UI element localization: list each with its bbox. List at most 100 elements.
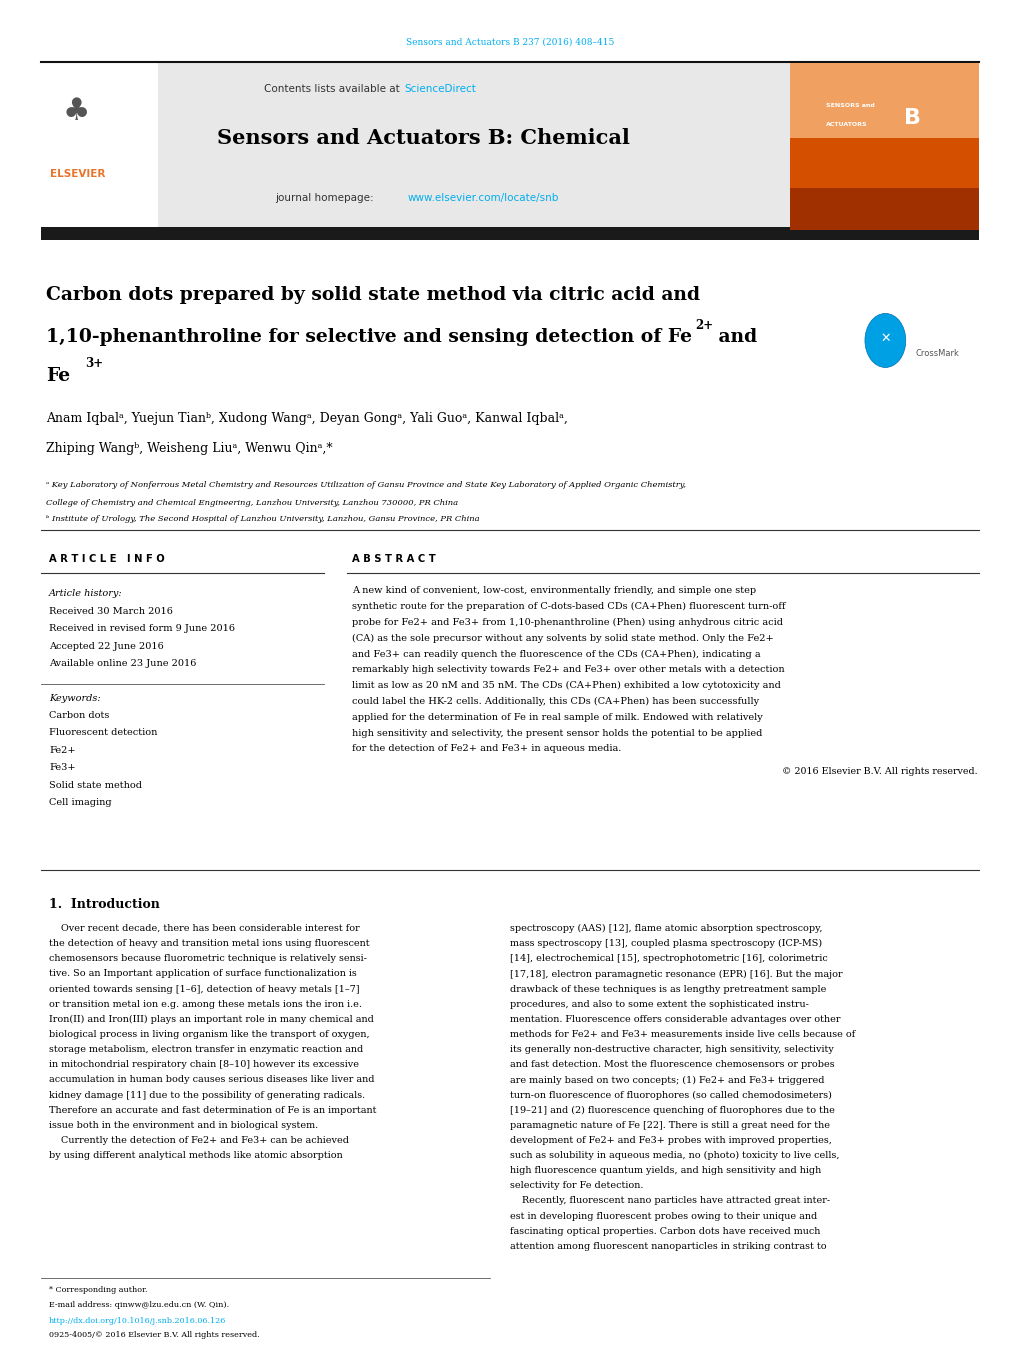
Text: could label the HK-2 cells. Additionally, this CDs (CA+Phen) has been successful: could label the HK-2 cells. Additionally…: [352, 697, 758, 707]
Text: Fluorescent detection: Fluorescent detection: [49, 728, 157, 738]
Text: Contents lists available at: Contents lists available at: [264, 84, 403, 93]
Text: and fast detection. Most the fluorescence chemosensors or probes: and fast detection. Most the fluorescenc…: [510, 1061, 834, 1069]
Text: © 2016 Elsevier B.V. All rights reserved.: © 2016 Elsevier B.V. All rights reserved…: [781, 767, 976, 775]
Text: College of Chemistry and Chemical Engineering, Lanzhou University, Lanzhou 73000: College of Chemistry and Chemical Engine…: [46, 499, 458, 507]
Text: Currently the detection of Fe2+ and Fe3+ can be achieved: Currently the detection of Fe2+ and Fe3+…: [49, 1136, 348, 1144]
Text: SENSORS and: SENSORS and: [825, 103, 874, 108]
Text: mentation. Fluorescence offers considerable advantages over other: mentation. Fluorescence offers considera…: [510, 1015, 840, 1024]
Text: high sensitivity and selectivity, the present sensor holds the potential to be a: high sensitivity and selectivity, the pr…: [352, 728, 761, 738]
Text: A R T I C L E   I N F O: A R T I C L E I N F O: [49, 554, 164, 563]
Text: Carbon dots prepared by solid state method via citric acid and: Carbon dots prepared by solid state meth…: [46, 286, 699, 304]
Text: Therefore an accurate and fast determination of Fe is an important: Therefore an accurate and fast determina…: [49, 1105, 376, 1115]
Bar: [790, 63, 978, 230]
Text: [14], electrochemical [15], spectrophotometric [16], colorimetric: [14], electrochemical [15], spectrophoto…: [510, 954, 827, 963]
Text: www.elsevier.com/locate/snb: www.elsevier.com/locate/snb: [408, 193, 558, 203]
Text: (CA) as the sole precursor without any solvents by solid state method. Only the : (CA) as the sole precursor without any s…: [352, 634, 772, 643]
Text: 2+: 2+: [695, 319, 713, 332]
Text: Recently, fluorescent nano particles have attracted great inter-: Recently, fluorescent nano particles hav…: [510, 1197, 829, 1205]
Text: Keywords:: Keywords:: [49, 694, 101, 704]
Text: Sensors and Actuators B: Chemical: Sensors and Actuators B: Chemical: [217, 128, 629, 149]
Bar: [790, 63, 978, 138]
Text: accumulation in human body causes serious diseases like liver and: accumulation in human body causes seriou…: [49, 1075, 374, 1085]
Text: Solid state method: Solid state method: [49, 781, 142, 790]
Text: biological process in living organism like the transport of oxygen,: biological process in living organism li…: [49, 1029, 369, 1039]
Text: kidney damage [11] due to the possibility of generating radicals.: kidney damage [11] due to the possibilit…: [49, 1090, 365, 1100]
Text: for the detection of Fe2+ and Fe3+ in aqueous media.: for the detection of Fe2+ and Fe3+ in aq…: [352, 744, 621, 754]
Text: ScienceDirect: ScienceDirect: [404, 84, 475, 93]
Text: http://dx.doi.org/10.1016/j.snb.2016.06.126: http://dx.doi.org/10.1016/j.snb.2016.06.…: [49, 1317, 226, 1325]
Text: high fluorescence quantum yields, and high sensitivity and high: high fluorescence quantum yields, and hi…: [510, 1166, 820, 1175]
Text: ACTUATORS: ACTUATORS: [825, 122, 867, 127]
Text: ELSEVIER: ELSEVIER: [50, 169, 105, 178]
Text: ♣: ♣: [63, 97, 90, 126]
Bar: [41, 63, 790, 230]
Text: applied for the determination of Fe in real sample of milk. Endowed with relativ: applied for the determination of Fe in r…: [352, 713, 762, 721]
Text: or transition metal ion e.g. among these metals ions the iron i.e.: or transition metal ion e.g. among these…: [49, 1000, 362, 1009]
Text: 1,10-phenanthroline for selective and sensing detection of Fe: 1,10-phenanthroline for selective and se…: [46, 328, 691, 346]
Text: Fe2+: Fe2+: [49, 746, 75, 755]
Text: Article history:: Article history:: [49, 589, 122, 598]
Text: fascinating optical properties. Carbon dots have received much: fascinating optical properties. Carbon d…: [510, 1227, 819, 1236]
Text: chemosensors because fluorometric technique is relatively sensi-: chemosensors because fluorometric techni…: [49, 954, 367, 963]
Text: selectivity for Fe detection.: selectivity for Fe detection.: [510, 1181, 643, 1190]
Text: ᵇ Institute of Urology, The Second Hospital of Lanzhou University, Lanzhou, Gans: ᵇ Institute of Urology, The Second Hospi…: [46, 515, 479, 523]
Text: storage metabolism, electron transfer in enzymatic reaction and: storage metabolism, electron transfer in…: [49, 1046, 363, 1054]
Text: Sensors and Actuators B 237 (2016) 408–415: Sensors and Actuators B 237 (2016) 408–4…: [406, 38, 613, 47]
Text: procedures, and also to some extent the sophisticated instru-: procedures, and also to some extent the …: [510, 1000, 808, 1009]
Text: issue both in the environment and in biological system.: issue both in the environment and in bio…: [49, 1121, 318, 1129]
Text: * Corresponding author.: * Corresponding author.: [49, 1286, 148, 1294]
Text: spectroscopy (AAS) [12], flame atomic absorption spectroscopy,: spectroscopy (AAS) [12], flame atomic ab…: [510, 924, 821, 934]
Text: est in developing fluorescent probes owing to their unique and: est in developing fluorescent probes owi…: [510, 1212, 816, 1220]
Text: 3+: 3+: [85, 357, 103, 370]
Text: synthetic route for the preparation of C-dots-based CDs (CA+Phen) fluorescent tu: synthetic route for the preparation of C…: [352, 603, 785, 611]
Text: remarkably high selectivity towards Fe2+ and Fe3+ over other metals with a detec: remarkably high selectivity towards Fe2+…: [352, 665, 784, 674]
Text: 1.  Introduction: 1. Introduction: [49, 898, 160, 912]
Text: ᵃ Key Laboratory of Nonferrous Metal Chemistry and Resources Utilization of Gans: ᵃ Key Laboratory of Nonferrous Metal Che…: [46, 481, 685, 489]
Text: Fe: Fe: [46, 367, 70, 385]
Text: are mainly based on two concepts; (1) Fe2+ and Fe3+ triggered: are mainly based on two concepts; (1) Fe…: [510, 1075, 823, 1085]
Text: Anam Iqbalᵃ, Yuejun Tianᵇ, Xudong Wangᵃ, Deyan Gongᵃ, Yali Guoᵃ, Kanwal Iqbalᵃ,: Anam Iqbalᵃ, Yuejun Tianᵇ, Xudong Wangᵃ,…: [46, 412, 568, 426]
Text: and: and: [711, 328, 756, 346]
Text: [17,18], electron paramagnetic resonance (EPR) [16]. But the major: [17,18], electron paramagnetic resonance…: [510, 970, 842, 978]
Text: B: B: [904, 108, 920, 128]
Text: its generally non-destructive character, high sensitivity, selectivity: its generally non-destructive character,…: [510, 1046, 834, 1054]
Text: journal homepage:: journal homepage:: [275, 193, 377, 203]
Text: CrossMark: CrossMark: [915, 349, 959, 358]
Bar: [41, 227, 978, 240]
Text: methods for Fe2+ and Fe3+ measurements inside live cells because of: methods for Fe2+ and Fe3+ measurements i…: [510, 1029, 854, 1039]
Text: A new kind of convenient, low-cost, environmentally friendly, and simple one ste: A new kind of convenient, low-cost, envi…: [352, 586, 755, 596]
Text: turn-on fluorescence of fluorophores (so called chemodosimeters): turn-on fluorescence of fluorophores (so…: [510, 1090, 832, 1100]
Text: probe for Fe2+ and Fe3+ from 1,10-phenanthroline (Phen) using anhydrous citric a: probe for Fe2+ and Fe3+ from 1,10-phenan…: [352, 617, 783, 627]
Text: attention among fluorescent nanoparticles in striking contrast to: attention among fluorescent nanoparticle…: [510, 1242, 825, 1251]
Text: Fe3+: Fe3+: [49, 763, 75, 773]
Text: tive. So an Important application of surface functionalization is: tive. So an Important application of sur…: [49, 970, 357, 978]
Text: A B S T R A C T: A B S T R A C T: [352, 554, 435, 563]
Text: Cell imaging: Cell imaging: [49, 798, 111, 808]
Text: E-mail address: qinww@lzu.edu.cn (W. Qin).: E-mail address: qinww@lzu.edu.cn (W. Qin…: [49, 1301, 229, 1309]
Text: paramagnetic nature of Fe [22]. There is still a great need for the: paramagnetic nature of Fe [22]. There is…: [510, 1121, 829, 1129]
Text: development of Fe2+ and Fe3+ probes with improved properties,: development of Fe2+ and Fe3+ probes with…: [510, 1136, 832, 1144]
Text: oriented towards sensing [1–6], detection of heavy metals [1–7]: oriented towards sensing [1–6], detectio…: [49, 985, 360, 993]
Circle shape: [864, 313, 905, 367]
Text: Zhiping Wangᵇ, Weisheng Liuᵃ, Wenwu Qinᵃ,*: Zhiping Wangᵇ, Weisheng Liuᵃ, Wenwu Qinᵃ…: [46, 442, 332, 455]
Text: Iron(II) and Iron(III) plays an important role in many chemical and: Iron(II) and Iron(III) plays an importan…: [49, 1015, 374, 1024]
Bar: [790, 188, 978, 230]
Text: the detection of heavy and transition metal ions using fluorescent: the detection of heavy and transition me…: [49, 939, 369, 948]
Text: Received in revised form 9 June 2016: Received in revised form 9 June 2016: [49, 624, 234, 634]
Text: limit as low as 20 nM and 35 nM. The CDs (CA+Phen) exhibited a low cytotoxicity : limit as low as 20 nM and 35 nM. The CDs…: [352, 681, 780, 690]
Text: Accepted 22 June 2016: Accepted 22 June 2016: [49, 642, 163, 651]
Text: such as solubility in aqueous media, no (photo) toxicity to live cells,: such as solubility in aqueous media, no …: [510, 1151, 839, 1161]
Text: and Fe3+ can readily quench the fluorescence of the CDs (CA+Phen), indicating a: and Fe3+ can readily quench the fluoresc…: [352, 650, 760, 659]
Text: Received 30 March 2016: Received 30 March 2016: [49, 607, 172, 616]
Text: drawback of these techniques is as lengthy pretreatment sample: drawback of these techniques is as lengt…: [510, 985, 825, 993]
Text: 0925-4005/© 2016 Elsevier B.V. All rights reserved.: 0925-4005/© 2016 Elsevier B.V. All right…: [49, 1331, 259, 1339]
Text: Over recent decade, there has been considerable interest for: Over recent decade, there has been consi…: [49, 924, 360, 934]
Text: ✕: ✕: [879, 332, 890, 346]
Text: in mitochondrial respiratory chain [8–10] however its excessive: in mitochondrial respiratory chain [8–10…: [49, 1061, 359, 1069]
Text: Available online 23 June 2016: Available online 23 June 2016: [49, 659, 196, 669]
Text: Carbon dots: Carbon dots: [49, 711, 109, 720]
Text: [19–21] and (2) fluorescence quenching of fluorophores due to the: [19–21] and (2) fluorescence quenching o…: [510, 1105, 835, 1115]
Text: by using different analytical methods like atomic absorption: by using different analytical methods li…: [49, 1151, 342, 1161]
Text: mass spectroscopy [13], coupled plasma spectroscopy (ICP-MS): mass spectroscopy [13], coupled plasma s…: [510, 939, 821, 948]
Bar: [41, 63, 158, 230]
